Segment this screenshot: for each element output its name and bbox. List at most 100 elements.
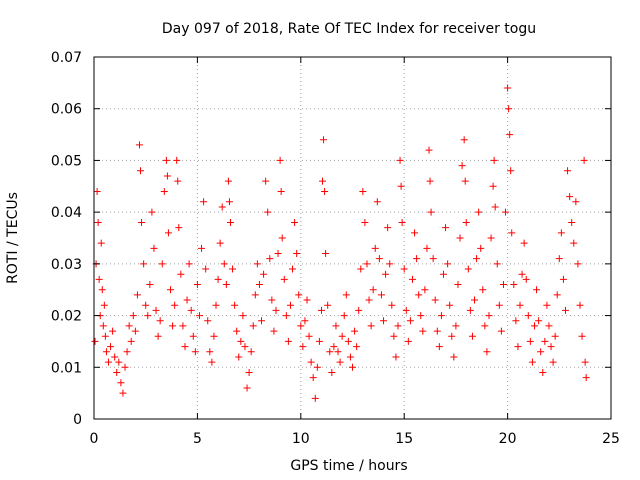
- data-point: [320, 136, 328, 144]
- data-point: [506, 131, 514, 139]
- data-point: [231, 301, 239, 309]
- y-axis-label: ROTI / TECUs: [5, 192, 21, 284]
- data-point: [375, 255, 383, 263]
- data-point: [549, 358, 557, 366]
- data-point: [502, 208, 510, 216]
- data-point: [226, 218, 234, 226]
- data-point: [423, 244, 431, 252]
- data-point: [297, 322, 305, 330]
- data-point: [280, 275, 288, 283]
- data-point: [321, 187, 329, 195]
- data-point: [505, 105, 513, 113]
- data-point: [446, 301, 454, 309]
- data-point: [214, 275, 222, 283]
- data-point: [111, 353, 119, 361]
- data-point: [426, 177, 434, 185]
- data-point: [301, 317, 309, 325]
- grid-lines: [94, 57, 611, 419]
- data-point: [255, 281, 263, 289]
- data-point: [365, 296, 373, 304]
- data-point: [425, 146, 433, 154]
- data-point: [524, 312, 532, 320]
- data-point: [572, 198, 580, 206]
- y-tick-label: 0: [73, 412, 82, 428]
- data-point: [562, 306, 570, 314]
- data-point: [421, 286, 429, 294]
- data-point: [406, 317, 414, 325]
- data-point: [104, 358, 112, 366]
- data-point: [512, 317, 520, 325]
- data-point: [537, 348, 545, 356]
- axis-ticks: 0 5 10 15 20 25 0 0.01 0.02 0.03 0.04 0.05 0.06 0.07: [51, 50, 620, 447]
- data-point: [541, 337, 549, 345]
- data-point: [164, 229, 172, 237]
- data-point: [566, 193, 574, 201]
- data-point: [295, 291, 303, 299]
- data-point: [452, 322, 460, 330]
- data-point: [543, 301, 551, 309]
- data-point: [355, 306, 363, 314]
- data-point: [158, 260, 166, 268]
- data-point: [307, 358, 315, 366]
- data-point: [135, 141, 143, 149]
- data-point: [336, 358, 344, 366]
- data-point: [274, 250, 282, 258]
- data-point: [380, 317, 388, 325]
- data-point: [309, 374, 317, 382]
- data-point: [286, 301, 294, 309]
- data-point: [171, 301, 179, 309]
- data-point: [462, 218, 470, 226]
- data-point: [431, 296, 439, 304]
- data-point: [394, 322, 402, 330]
- data-point: [402, 306, 410, 314]
- data-point: [260, 270, 268, 278]
- data-point: [305, 332, 313, 340]
- data-point: [245, 368, 253, 376]
- x-tick-label: 15: [395, 431, 413, 447]
- chart-title: Day 097 of 2018, Rate Of TEC Index for r…: [162, 21, 536, 37]
- data-point: [146, 281, 154, 289]
- data-point: [239, 312, 247, 320]
- data-point: [210, 332, 218, 340]
- data-point: [95, 275, 103, 283]
- data-point: [369, 286, 377, 294]
- data-point: [195, 312, 203, 320]
- data-point: [91, 337, 99, 345]
- data-point: [483, 348, 491, 356]
- data-point: [198, 244, 206, 252]
- data-point: [326, 348, 334, 356]
- x-tick-label: 25: [602, 431, 620, 447]
- x-tick-label: 5: [193, 431, 202, 447]
- data-point: [293, 250, 301, 258]
- x-tick-label: 10: [292, 431, 310, 447]
- data-point: [553, 291, 561, 299]
- data-point: [272, 306, 280, 314]
- data-point: [204, 317, 212, 325]
- data-point: [497, 327, 505, 335]
- data-point: [507, 167, 515, 175]
- data-point: [98, 286, 106, 294]
- data-point: [351, 327, 359, 335]
- data-point: [555, 255, 563, 263]
- data-point: [491, 203, 499, 211]
- y-tick-label: 0.02: [51, 309, 82, 325]
- data-point: [127, 337, 135, 345]
- y-tick-label: 0.05: [51, 153, 82, 169]
- data-point: [253, 260, 261, 268]
- data-point: [330, 343, 338, 351]
- data-point: [397, 182, 405, 190]
- data-point: [516, 301, 524, 309]
- data-point: [559, 275, 567, 283]
- data-point: [289, 265, 297, 273]
- data-point: [439, 270, 447, 278]
- data-point: [419, 327, 427, 335]
- data-point: [262, 177, 270, 185]
- data-point: [386, 260, 394, 268]
- data-point: [384, 224, 392, 232]
- data-point: [150, 244, 158, 252]
- data-point: [291, 218, 299, 226]
- data-point: [206, 348, 214, 356]
- data-point: [415, 291, 423, 299]
- data-point: [518, 270, 526, 278]
- data-point: [458, 162, 466, 170]
